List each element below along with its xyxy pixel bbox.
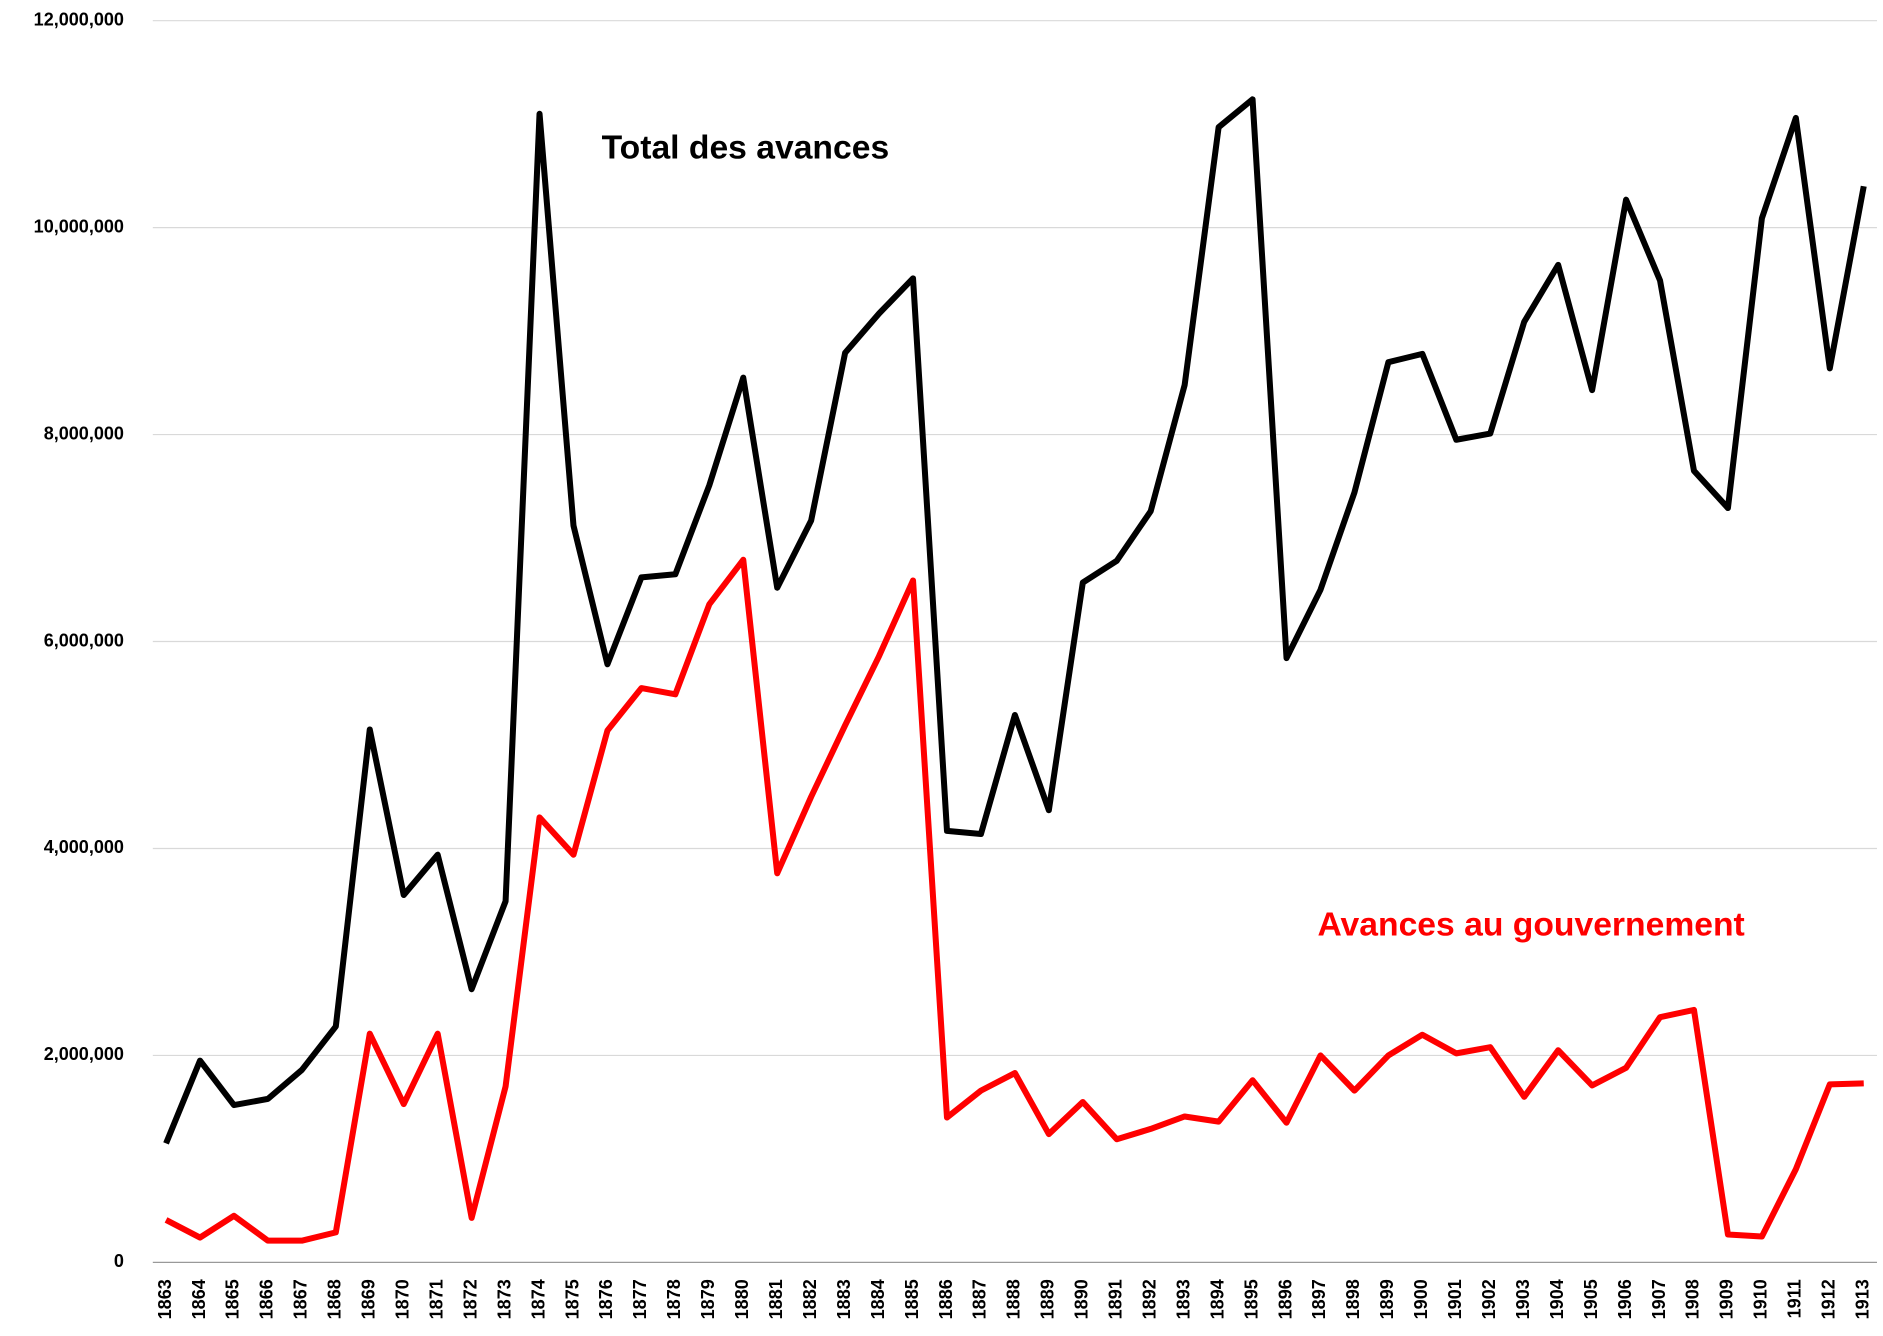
- x-tick-label: 1906: [1615, 1279, 1635, 1319]
- x-tick-label: 1887: [970, 1279, 990, 1319]
- x-tick-label: 1878: [664, 1279, 684, 1319]
- x-tick-label: 1886: [936, 1279, 956, 1319]
- y-tick-label: 12,000,000: [34, 9, 124, 29]
- x-tick-label: 1894: [1207, 1279, 1227, 1319]
- x-tick-label: 1898: [1343, 1279, 1363, 1319]
- x-tick-label: 1913: [1853, 1279, 1873, 1319]
- x-tick-label: 1870: [392, 1279, 412, 1319]
- y-tick-label: 4,000,000: [44, 837, 124, 857]
- x-tick-label: 1911: [1785, 1279, 1805, 1318]
- x-tick-label: 1872: [460, 1279, 480, 1319]
- x-tick-label: 1897: [1309, 1279, 1329, 1319]
- series-line: [163, 96, 1867, 1145]
- x-tick-label: 1874: [528, 1279, 548, 1319]
- x-tick-label: 1891: [1106, 1279, 1126, 1319]
- x-tick-label: 1909: [1717, 1279, 1737, 1319]
- x-tick-label: 1876: [596, 1279, 616, 1319]
- x-tick-label: 1867: [291, 1279, 311, 1319]
- x-tick-label: 1879: [698, 1279, 718, 1319]
- x-tick-label: 1883: [834, 1279, 854, 1319]
- x-tick-label: 1863: [155, 1279, 175, 1319]
- x-tick-label: 1868: [325, 1279, 345, 1319]
- x-tick-label: 1893: [1173, 1279, 1193, 1319]
- y-tick-label: 8,000,000: [44, 423, 124, 443]
- x-tick-label: 1899: [1377, 1279, 1397, 1319]
- x-tick-label: 1877: [630, 1279, 650, 1319]
- x-tick-label: 1882: [800, 1279, 820, 1319]
- x-tick-label: 1871: [426, 1279, 446, 1319]
- x-tick-label: 1907: [1649, 1279, 1669, 1319]
- x-tick-label: 1865: [223, 1279, 243, 1319]
- x-tick-label: 1885: [902, 1279, 922, 1319]
- x-tick-label: 1873: [494, 1279, 514, 1319]
- x-tick-label: 1875: [562, 1279, 582, 1319]
- x-tick-label: 1912: [1819, 1279, 1839, 1319]
- x-tick-label: 1908: [1683, 1279, 1703, 1319]
- y-tick-label: 0: [114, 1251, 124, 1271]
- x-tick-label: 1900: [1411, 1279, 1431, 1319]
- x-tick-label: 1889: [1038, 1279, 1058, 1319]
- x-tick-label: 1905: [1581, 1279, 1601, 1319]
- x-tick-label: 1903: [1513, 1279, 1533, 1319]
- y-tick-label: 10,000,000: [34, 216, 124, 236]
- x-tick-label: 1890: [1072, 1279, 1092, 1319]
- x-tick-label: 1895: [1241, 1279, 1261, 1319]
- series-label: Total des avances: [602, 129, 890, 166]
- y-tick-label: 2,000,000: [44, 1044, 124, 1064]
- x-tick-label: 1902: [1479, 1279, 1499, 1319]
- series-label: Avances au gouvernement: [1317, 907, 1744, 944]
- y-tick-label: 6,000,000: [44, 630, 124, 650]
- x-tick-label: 1884: [868, 1279, 888, 1319]
- series-line: [164, 556, 1864, 1244]
- x-tick-label: 1864: [189, 1279, 209, 1319]
- x-tick-label: 1888: [1004, 1279, 1024, 1319]
- x-tick-label: 1866: [257, 1279, 277, 1319]
- x-tick-label: 1880: [732, 1279, 752, 1319]
- x-tick-label: 1910: [1751, 1279, 1771, 1319]
- x-tick-label: 1896: [1275, 1279, 1295, 1319]
- x-tick-label: 1881: [766, 1279, 786, 1319]
- x-tick-label: 1892: [1139, 1279, 1159, 1319]
- x-tick-label: 1869: [359, 1279, 379, 1319]
- x-tick-label: 1901: [1445, 1279, 1465, 1319]
- x-tick-label: 1904: [1547, 1279, 1567, 1319]
